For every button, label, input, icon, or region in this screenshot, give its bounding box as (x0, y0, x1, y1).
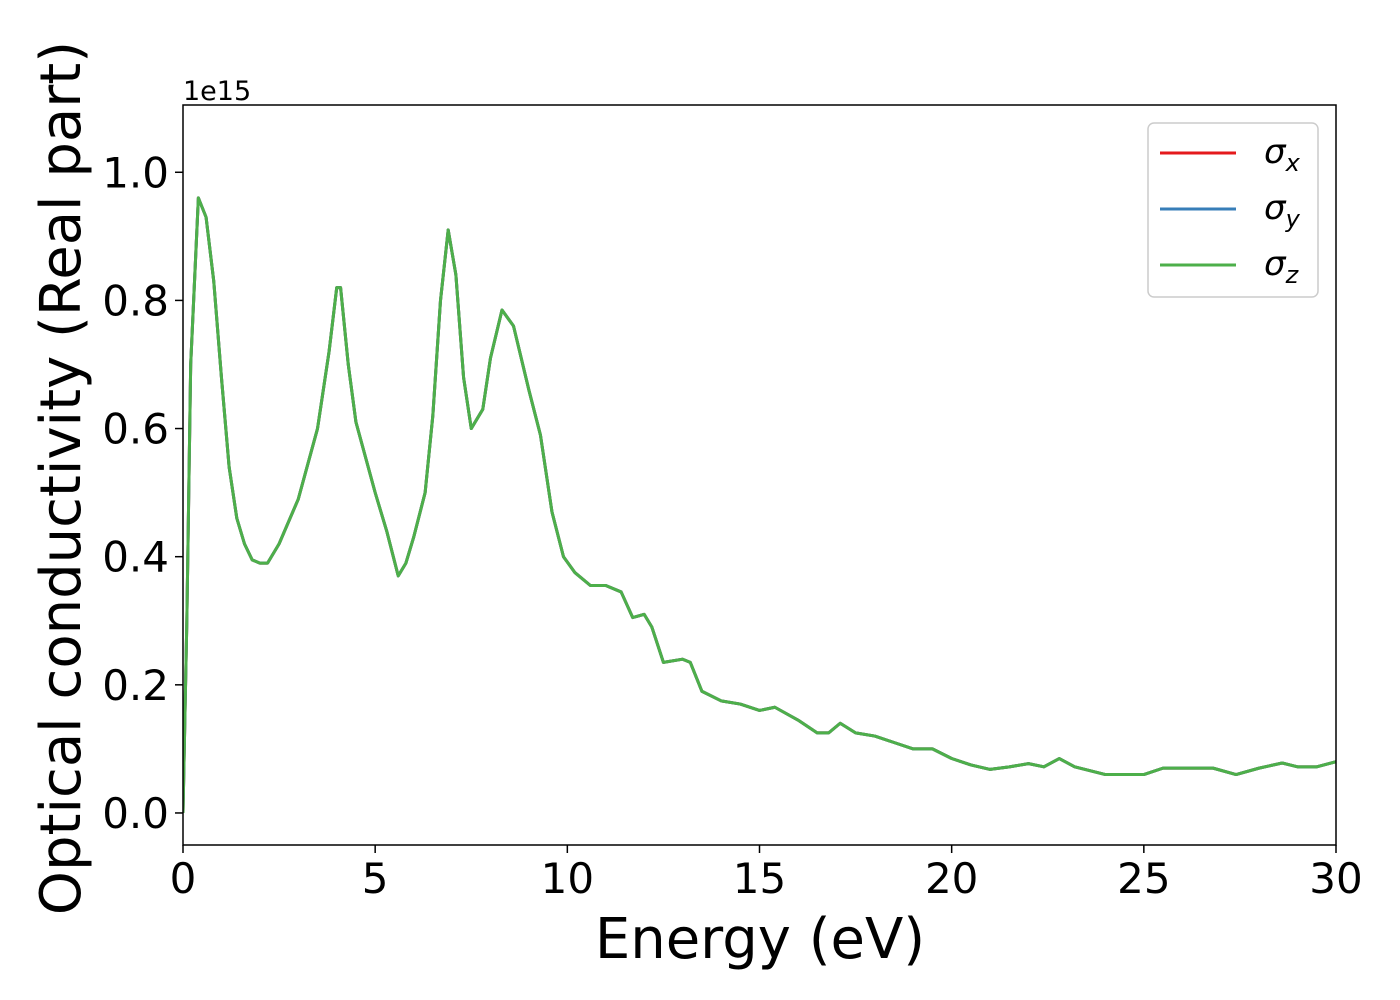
y-offset-text: 1e15 (183, 76, 251, 107)
y-axis-label: Optical conductivity (Real part) (29, 41, 94, 915)
x-tick-label: 0 (170, 854, 197, 903)
x-tick-label: 25 (1117, 854, 1170, 903)
y-tick-label: 0.8 (102, 276, 169, 325)
x-tick-label: 30 (1309, 854, 1362, 903)
series-line (183, 196, 1336, 813)
legend-label: σz (1264, 244, 1300, 289)
plot-frame (182, 104, 1337, 846)
x-tick-label: 5 (362, 854, 389, 903)
legend-label: σy (1264, 188, 1301, 233)
y-tick-label: 0.4 (102, 533, 169, 582)
y-tick-label: 0.2 (102, 661, 169, 710)
x-tick-label: 15 (733, 854, 786, 903)
x-axis-label: Energy (eV) (595, 907, 925, 972)
legend-label: σx (1264, 132, 1301, 177)
x-tick-label: 20 (925, 854, 978, 903)
x-tick-label: 10 (541, 854, 594, 903)
y-tick-label: 0.6 (102, 405, 169, 454)
y-tick-label: 1.0 (102, 148, 169, 197)
y-tick-label: 0.0 (102, 789, 169, 838)
